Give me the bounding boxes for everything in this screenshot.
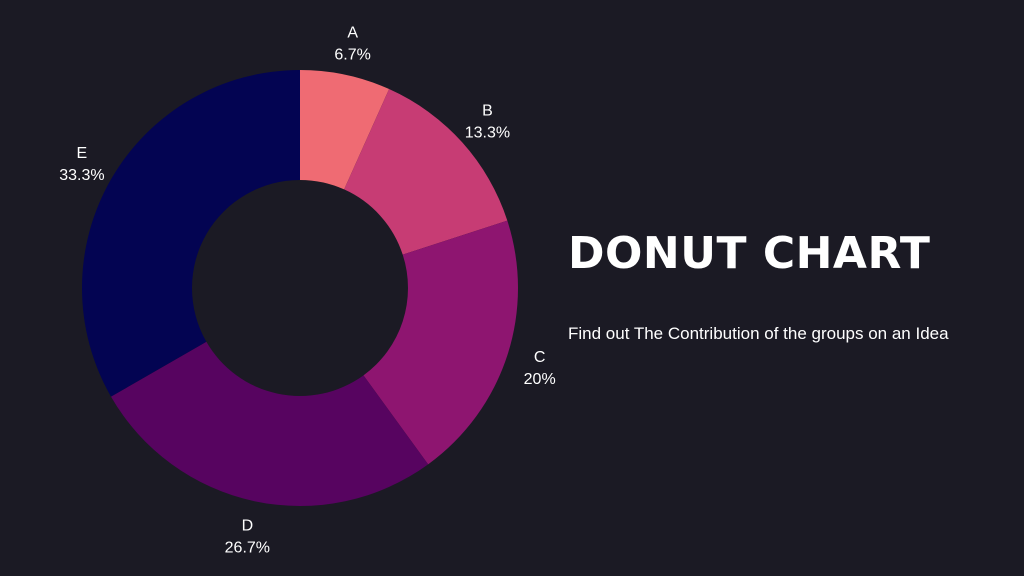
donut-slices (82, 70, 518, 506)
slice-category: A (347, 25, 358, 42)
donut-slice-d (110, 341, 429, 506)
slice-label-d: D 26.7% (225, 517, 270, 556)
slice-label-c: C 20% (524, 349, 556, 388)
chart-title: DONUT CHART (568, 228, 931, 279)
slice-percentage: 20% (524, 371, 556, 388)
slice-percentage: 33.3% (59, 167, 104, 184)
slice-percentage: 26.7% (225, 539, 270, 556)
slice-category: C (534, 349, 546, 366)
slice-labels: A 6.7% B 13.3% C 20% D 26.7% E 33.3% (59, 25, 555, 557)
slice-percentage: 6.7% (334, 47, 370, 64)
donut-slice-c (363, 220, 518, 465)
chart-subtitle: Find out The Contribution of the groups … (568, 324, 949, 343)
slice-label-e: E 33.3% (59, 145, 104, 184)
donut-slice-a (300, 70, 390, 190)
slice-category: B (482, 103, 493, 120)
donut-slice-b (344, 89, 508, 255)
slice-label-b: B 13.3% (465, 103, 510, 142)
slice-category: D (242, 517, 254, 534)
slice-category: E (77, 145, 88, 162)
slice-label-a: A 6.7% (334, 25, 370, 64)
donut-slice-e (82, 70, 300, 397)
slice-percentage: 13.3% (465, 125, 510, 142)
